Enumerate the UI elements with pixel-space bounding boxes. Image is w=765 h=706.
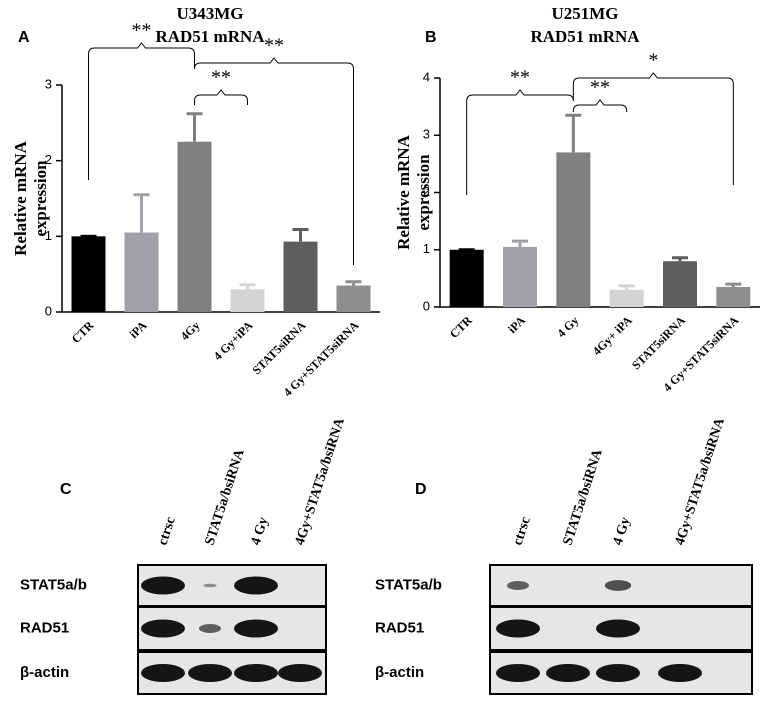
panel-label: A (18, 29, 30, 46)
error-bar (618, 284, 635, 290)
error-bar (133, 193, 150, 233)
y-tick-label: 0 (45, 303, 52, 318)
y-axis-label: expression (31, 160, 50, 237)
significance-bracket (572, 99, 628, 112)
blot-band (141, 664, 185, 682)
x-tick-label: CTR (69, 318, 97, 346)
x-tick-label: STAT5siRNA (629, 313, 688, 372)
row-label: STAT5a/b (375, 576, 442, 593)
x-tick-label: 4Gy+ iPA (590, 313, 635, 358)
lane-label: 4Gy+STAT5a/bsiRNA (673, 416, 729, 548)
error-bar (725, 282, 742, 287)
blot-band (234, 576, 278, 595)
y-axis-label: Relative mRNA (394, 134, 413, 249)
y-tick-label: 1 (45, 228, 52, 243)
significance-label: * (648, 50, 658, 72)
significance-bracket (466, 89, 574, 195)
y-axis-label: Relative mRNA (11, 140, 30, 255)
y-tick-label: 0 (423, 298, 430, 313)
row-label: β-actin (20, 664, 69, 681)
bar (503, 246, 537, 307)
error-bar (345, 280, 362, 286)
blot-band (596, 619, 640, 638)
lane-label: STAT5a/bsiRNA (203, 447, 248, 547)
y-axis-label: expression (414, 154, 433, 231)
blot-band (496, 619, 540, 638)
significance-label: ** (510, 67, 530, 89)
blot-band (278, 664, 322, 682)
blot-band (546, 664, 590, 682)
y-tick-label: 3 (45, 76, 52, 91)
row-label: RAD51 (20, 619, 69, 636)
significance-label: ** (264, 35, 284, 57)
error-bar (239, 283, 256, 290)
error-bar (672, 256, 688, 262)
significance-bracket (88, 42, 195, 180)
significance-bracket (572, 72, 734, 185)
blot-band (658, 664, 702, 682)
chart-subtitle: RAD51 mRNA (155, 27, 265, 46)
bar (663, 261, 697, 307)
bar (177, 141, 212, 312)
blot-band (507, 581, 529, 590)
bar (283, 241, 318, 312)
significance-label: ** (211, 67, 231, 89)
y-tick-label: 3 (423, 127, 430, 142)
error-bar (565, 113, 582, 153)
y-tick-label: 2 (423, 184, 430, 199)
bar (336, 285, 371, 312)
blot-band (199, 624, 221, 633)
chart-subtitle: RAD51 mRNA (530, 27, 640, 46)
row-label: RAD51 (375, 619, 424, 636)
blot-band (203, 583, 217, 588)
error-bar (512, 239, 528, 247)
lane-label: STAT5a/bsiRNA (561, 447, 606, 547)
x-tick-label: 4 Gy (554, 313, 581, 340)
blot-band (188, 664, 232, 682)
bar (556, 152, 591, 307)
bar (71, 236, 106, 312)
x-tick-label: iPA (505, 313, 528, 336)
x-tick-label: 4 Gy+iPA (211, 318, 256, 363)
error-bar (186, 112, 203, 142)
panel-label: B (425, 29, 437, 46)
bar (230, 289, 265, 312)
blot-band (496, 664, 540, 682)
bar (124, 232, 159, 312)
x-tick-label: iPA (127, 318, 150, 341)
y-tick-label: 4 (423, 69, 430, 84)
x-tick-label: 4Gy (178, 318, 203, 343)
chart-title: U251MG (551, 4, 618, 23)
significance-bracket (194, 89, 248, 105)
error-bar (292, 228, 309, 242)
x-tick-label: STAT5siRNA (249, 318, 308, 377)
blot-band (141, 576, 185, 595)
significance-bracket (194, 57, 354, 265)
y-tick-label: 1 (423, 241, 430, 256)
row-label: STAT5a/b (20, 576, 87, 593)
bar (609, 289, 644, 307)
panel-label: C (60, 481, 72, 498)
bar (716, 286, 751, 307)
lane-label: 4 Gy (611, 516, 634, 548)
lane-label: ctrsc (511, 515, 534, 547)
panel-label: D (415, 481, 427, 498)
blot-band (604, 580, 632, 591)
lane-label: 4Gy+STAT5a/bsiRNA (293, 416, 349, 548)
blot-band (234, 664, 278, 682)
significance-label: ** (132, 20, 152, 42)
chart-title: U343MG (176, 4, 243, 23)
blot-band (596, 664, 640, 682)
y-tick-label: 2 (45, 152, 52, 167)
blot-band (234, 619, 278, 638)
lane-label: 4 Gy (249, 516, 272, 548)
x-tick-label: CTR (447, 313, 475, 341)
bar (449, 249, 484, 307)
significance-label: ** (590, 77, 610, 99)
blot-band (141, 619, 185, 638)
lane-label: ctrsc (156, 515, 179, 547)
row-label: β-actin (375, 664, 424, 681)
